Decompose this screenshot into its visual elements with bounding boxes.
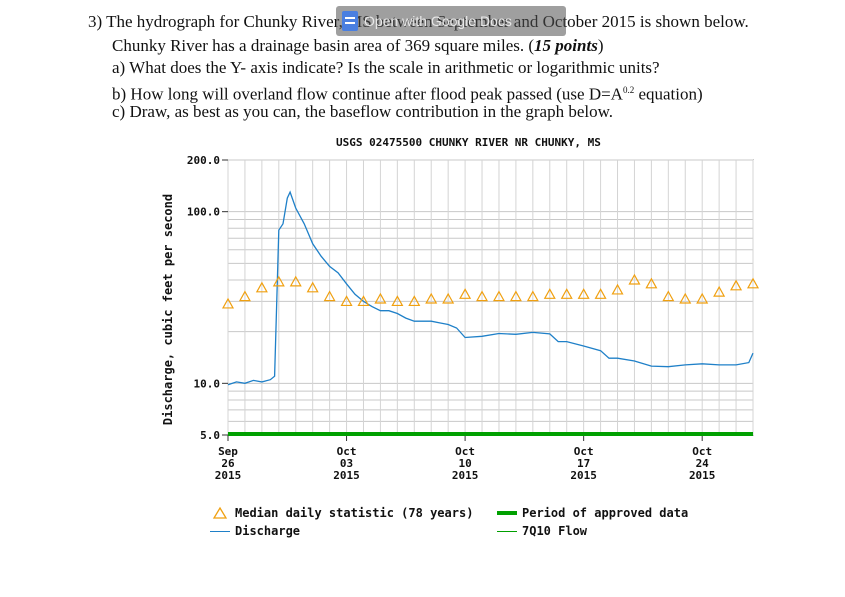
question-item-b-sup: 0.2 — [622, 85, 635, 95]
question-item-b-post: equation) — [634, 84, 703, 104]
x-tick-label: 2015 — [452, 469, 479, 482]
open-with-label: Open with Google Docs — [364, 13, 512, 29]
median-point — [679, 292, 692, 304]
median-point — [577, 288, 590, 299]
median-point — [391, 295, 404, 307]
x-tick-label: 26 — [221, 457, 235, 470]
median-point — [509, 290, 522, 302]
y-axis-label: Discharge, cubic feet per second — [161, 194, 175, 425]
median-series-markers — [221, 273, 760, 309]
x-tick-label: 03 — [340, 457, 353, 470]
legend-discharge-swatch — [210, 531, 230, 532]
median-point — [526, 290, 539, 302]
median-point — [425, 292, 438, 304]
x-axis-ticks: Sep262015Oct032015Oct102015Oct172015Oct2… — [215, 435, 716, 482]
legend-approved: Period of approved data — [522, 506, 689, 520]
median-point — [408, 295, 421, 307]
y-tick-label: 100.0 — [187, 206, 220, 219]
question-item-b: b) How long will overland flow continue … — [112, 80, 703, 105]
median-point — [594, 288, 607, 299]
y-axis-ticks: 200.0 100.0 10.0 5.0 — [187, 154, 228, 442]
x-tick-label: 10 — [458, 457, 471, 470]
median-point — [662, 290, 675, 302]
median-point — [306, 281, 319, 293]
median-point — [323, 290, 336, 302]
question-item-c: c) Draw, as best as you can, the baseflo… — [112, 102, 614, 121]
question-item-b-pre: b) How long will overland flow continue … — [112, 84, 623, 104]
google-docs-icon — [342, 11, 358, 31]
median-point — [560, 288, 573, 299]
y-tick-label: 10.0 — [194, 377, 221, 390]
y-tick-label: 5.0 — [200, 429, 220, 442]
question-item-a: a) What does the Y- axis indicate? Is th… — [112, 58, 660, 77]
question-line-2: Chunky River has a drainage basin area o… — [112, 36, 604, 56]
median-point — [730, 279, 743, 291]
x-tick-label: Oct — [455, 445, 475, 458]
median-point — [255, 281, 268, 293]
median-point — [340, 295, 353, 307]
legend-7q10: 7Q10 Flow — [522, 524, 588, 538]
question-line-2-pre: Chunky River has a drainage basin area o… — [112, 36, 535, 55]
x-tick-label: Oct — [337, 445, 357, 458]
median-point — [238, 290, 251, 302]
legend-approved-swatch — [497, 511, 517, 515]
x-tick-label: 2015 — [570, 469, 597, 482]
question-line-2-post: ) — [597, 36, 604, 55]
x-tick-label: Oct — [574, 445, 594, 458]
legend-median-icon — [212, 506, 228, 519]
median-point — [713, 285, 726, 297]
median-point — [442, 292, 455, 304]
median-point — [696, 292, 709, 304]
chart-title: USGS 02475500 CHUNKY RIVER NR CHUNKY, MS — [336, 136, 601, 149]
question-points: 15 points — [534, 36, 598, 55]
median-point — [543, 288, 556, 299]
median-point — [492, 290, 505, 302]
median-point — [272, 275, 285, 287]
x-tick-label: 2015 — [689, 469, 716, 482]
x-tick-label: 24 — [696, 457, 710, 470]
median-point — [645, 277, 658, 289]
median-point — [221, 297, 235, 309]
median-point — [611, 283, 624, 295]
legend-median: Median daily statistic (78 years) — [235, 506, 474, 520]
open-with-google-docs-button[interactable]: Open with Google Docs — [336, 6, 566, 36]
legend-7q10-swatch — [497, 531, 517, 532]
median-point — [374, 292, 387, 304]
x-tick-label: 2015 — [333, 469, 360, 482]
x-tick-label: 17 — [577, 457, 590, 470]
y-tick-label: 200.0 — [187, 154, 220, 167]
median-point — [746, 277, 760, 289]
median-point — [357, 295, 370, 307]
x-tick-label: 2015 — [215, 469, 242, 482]
median-point — [628, 273, 641, 285]
x-tick-label: Sep — [218, 445, 238, 458]
median-point — [289, 275, 302, 287]
legend-discharge: Discharge — [235, 524, 301, 538]
median-point — [459, 288, 472, 299]
grid-lines — [227, 159, 754, 436]
plot-area — [227, 159, 754, 436]
median-point — [476, 290, 489, 302]
discharge-series-line — [227, 190, 754, 386]
x-tick-label: Oct — [692, 445, 712, 458]
